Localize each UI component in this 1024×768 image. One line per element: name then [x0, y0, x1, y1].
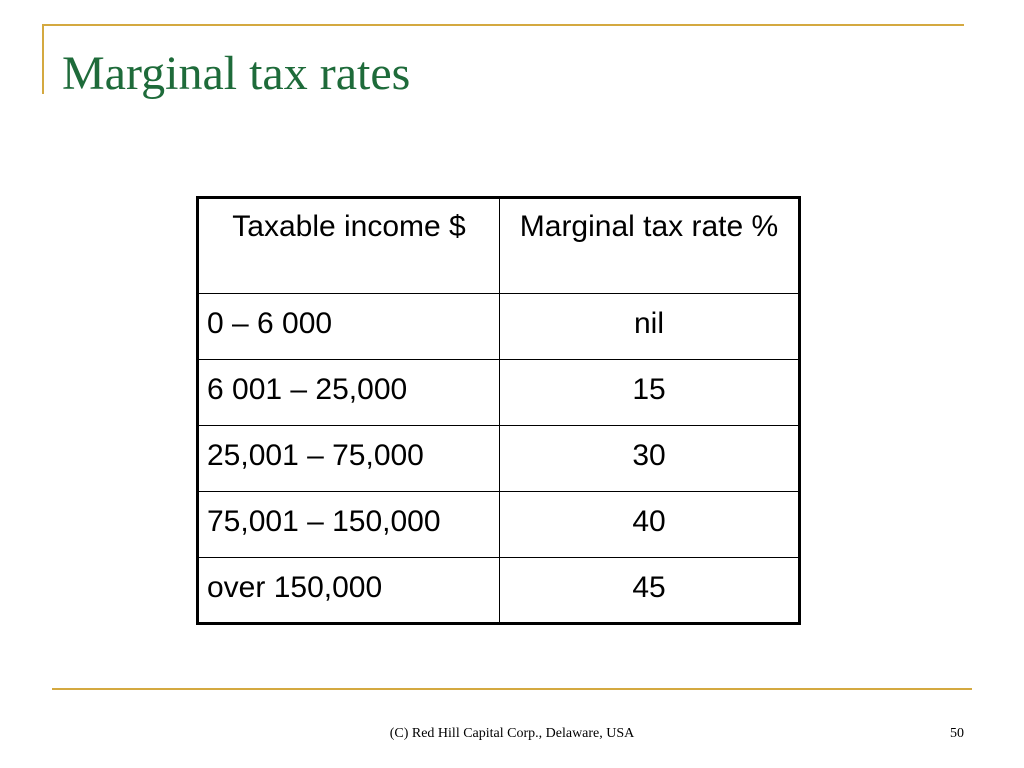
table-row: over 150,000 45: [197, 557, 800, 624]
tax-table-container: Taxable income $ Marginal tax rate % 0 –…: [196, 196, 801, 625]
table-header-row: Taxable income $ Marginal tax rate %: [197, 197, 800, 294]
footer-divider: [52, 688, 972, 690]
title-frame-top-line: [42, 24, 964, 26]
income-bracket-cell: 75,001 – 150,000: [197, 491, 500, 558]
footer-copyright: (C) Red Hill Capital Corp., Delaware, US…: [389, 726, 635, 741]
tax-rate-cell: nil: [499, 293, 800, 360]
tax-rate-cell: 15: [499, 359, 800, 426]
tax-rate-cell: 40: [499, 491, 800, 558]
page-number: 50: [950, 726, 964, 741]
header-marginal-rate: Marginal tax rate %: [499, 197, 800, 294]
table-row: 25,001 – 75,000 30: [197, 425, 800, 492]
tax-rate-cell: 45: [499, 557, 800, 624]
tax-rate-cell: 30: [499, 425, 800, 492]
tax-rate-table: Taxable income $ Marginal tax rate % 0 –…: [196, 196, 801, 625]
income-bracket-cell: 0 – 6 000: [197, 293, 500, 360]
income-bracket-cell: over 150,000: [197, 557, 500, 624]
table-row: 6 001 – 25,000 15: [197, 359, 800, 426]
title-frame-left-line: [42, 24, 44, 94]
table-row: 75,001 – 150,000 40: [197, 491, 800, 558]
table-row: 0 – 6 000 nil: [197, 293, 800, 360]
header-taxable-income: Taxable income $: [197, 197, 500, 294]
income-bracket-cell: 6 001 – 25,000: [197, 359, 500, 426]
slide-title: Marginal tax rates: [62, 47, 411, 100]
income-bracket-cell: 25,001 – 75,000: [197, 425, 500, 492]
